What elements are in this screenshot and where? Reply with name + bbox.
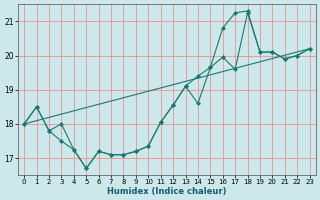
X-axis label: Humidex (Indice chaleur): Humidex (Indice chaleur) — [107, 187, 227, 196]
